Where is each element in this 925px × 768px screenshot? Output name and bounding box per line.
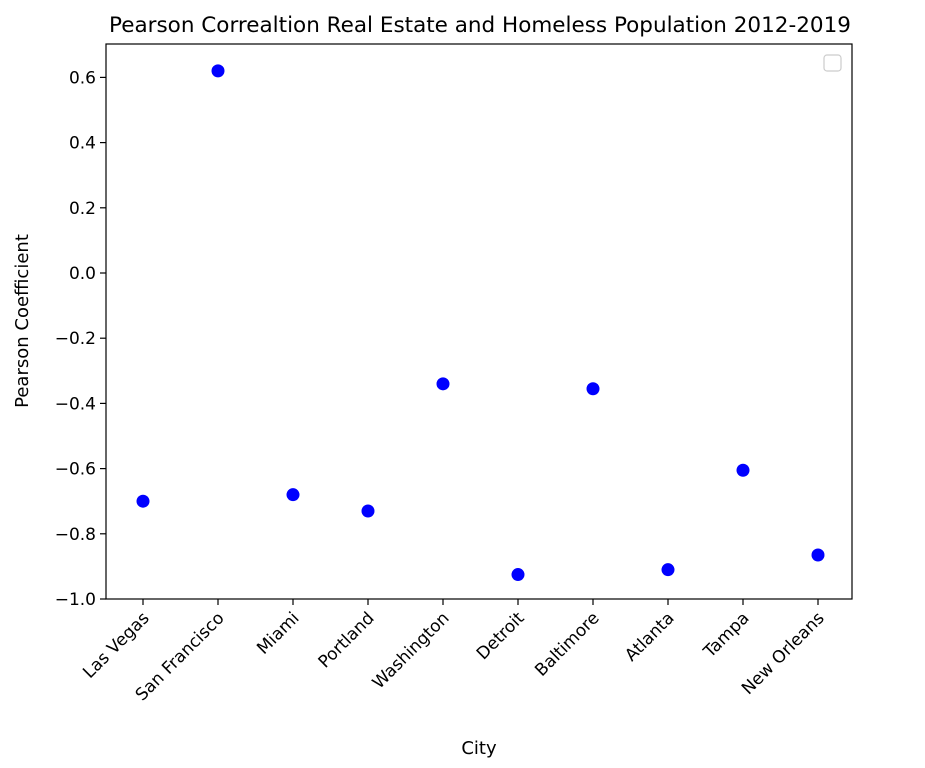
x-axis-label: City bbox=[461, 738, 497, 759]
data-point bbox=[286, 488, 300, 502]
data-point bbox=[661, 563, 675, 577]
data-point bbox=[436, 377, 450, 391]
x-tick-label: Miami bbox=[253, 608, 303, 658]
y-tick-label: −0.4 bbox=[55, 394, 96, 414]
legend-box bbox=[823, 54, 842, 72]
x-tick-label: Portland bbox=[315, 608, 379, 672]
data-points bbox=[136, 64, 825, 582]
data-point bbox=[586, 382, 600, 396]
x-tick-label: Baltimore bbox=[531, 608, 603, 680]
y-tick-label: −0.2 bbox=[55, 329, 96, 349]
data-point bbox=[361, 504, 375, 518]
x-tick-label: Washington bbox=[369, 608, 454, 693]
data-point bbox=[736, 463, 750, 477]
x-tick-label: Las Vegas bbox=[79, 608, 153, 682]
plot-area bbox=[105, 43, 853, 600]
y-tick-label: 0.2 bbox=[69, 199, 96, 219]
y-tick-label: −0.8 bbox=[55, 525, 96, 545]
y-tick-label: −1.0 bbox=[55, 590, 96, 610]
chart-title: Pearson Correaltion Real Estate and Home… bbox=[109, 13, 851, 38]
x-tick-label: Atlanta bbox=[621, 608, 678, 665]
x-tick-label: Tampa bbox=[699, 608, 753, 662]
data-point bbox=[811, 548, 825, 562]
y-tick-label: 0.0 bbox=[69, 264, 96, 284]
data-point bbox=[211, 64, 225, 78]
x-tick-label: Detroit bbox=[473, 608, 529, 664]
data-point bbox=[511, 568, 525, 582]
data-point bbox=[136, 494, 150, 508]
y-tick-label: 0.4 bbox=[69, 134, 96, 154]
y-tick-label: 0.6 bbox=[69, 68, 96, 88]
y-axis: −1.0 −0.8 −0.6 −0.4 −0.2 0.0 0.2 0.4 0.6 bbox=[55, 68, 106, 610]
y-tick-label: −0.6 bbox=[55, 460, 96, 480]
y-axis-label: Pearson Coefficient bbox=[12, 234, 33, 408]
